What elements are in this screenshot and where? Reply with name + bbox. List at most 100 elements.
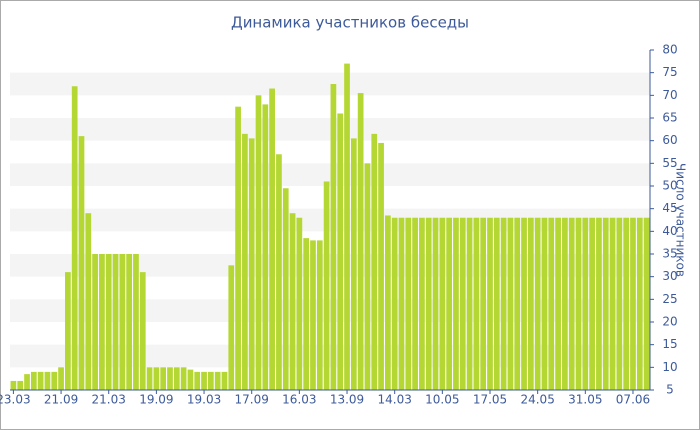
x-tick-label: 19.03 xyxy=(187,393,221,407)
bar xyxy=(303,238,310,390)
bar xyxy=(432,217,439,390)
bar xyxy=(289,213,296,390)
y-tick-label: 10 xyxy=(662,360,677,374)
bar xyxy=(446,217,453,390)
bar xyxy=(391,217,398,390)
bar xyxy=(221,371,228,390)
bar xyxy=(201,371,207,390)
y-tick-label: 15 xyxy=(662,337,677,351)
bar xyxy=(419,217,425,390)
bar xyxy=(105,254,112,390)
bar xyxy=(630,217,636,390)
bar xyxy=(71,86,78,391)
bar xyxy=(589,217,595,390)
bar xyxy=(466,217,473,390)
bar xyxy=(405,217,412,390)
bar xyxy=(180,367,187,390)
bar xyxy=(126,254,133,390)
bar xyxy=(473,217,480,390)
bar xyxy=(534,217,541,390)
y-tick-label: 65 xyxy=(662,111,677,125)
x-tick-label: 07.06 xyxy=(616,393,650,407)
bar xyxy=(371,133,378,390)
y-tick-label: 25 xyxy=(662,292,677,306)
y-tick-label: 70 xyxy=(662,88,677,102)
bar xyxy=(310,240,316,390)
x-tick-label: 10.05 xyxy=(425,393,459,407)
y-tick-label: 35 xyxy=(662,247,677,261)
bar xyxy=(173,367,180,390)
y-tick-label: 55 xyxy=(662,156,677,170)
bar xyxy=(99,254,105,390)
bar xyxy=(37,371,44,390)
bar xyxy=(207,371,214,390)
bar xyxy=(65,272,71,390)
bar xyxy=(616,217,623,390)
y-tick-label: 5 xyxy=(666,383,674,397)
bar xyxy=(330,84,337,390)
bar xyxy=(514,217,521,390)
bar xyxy=(568,217,575,390)
bar xyxy=(602,217,609,390)
bar xyxy=(160,367,167,390)
bar xyxy=(643,217,650,390)
bar xyxy=(507,217,514,390)
bar xyxy=(459,217,466,390)
bar xyxy=(562,217,568,390)
bar xyxy=(487,217,493,390)
bar xyxy=(337,113,344,390)
chart-title: Динамика участников беседы xyxy=(231,14,469,32)
bar xyxy=(146,367,153,390)
bar xyxy=(92,254,98,390)
bar xyxy=(194,371,201,390)
bar xyxy=(316,240,323,390)
bar xyxy=(364,163,371,390)
bar xyxy=(555,217,561,390)
bar xyxy=(228,265,235,390)
bar xyxy=(112,254,119,390)
bar xyxy=(344,63,350,390)
bar xyxy=(282,188,289,390)
bar xyxy=(167,367,173,390)
bar xyxy=(30,371,37,390)
bar xyxy=(51,371,58,390)
bar xyxy=(412,217,418,390)
bar xyxy=(10,380,17,390)
bar xyxy=(276,154,282,390)
x-tick-label: 31.05 xyxy=(568,393,602,407)
bar xyxy=(548,217,555,390)
bar xyxy=(527,217,534,390)
bar xyxy=(385,215,391,390)
bar xyxy=(153,367,160,390)
bar xyxy=(350,138,357,390)
bar xyxy=(323,181,330,390)
bar xyxy=(119,254,126,390)
y-tick-label: 75 xyxy=(662,65,677,79)
bar xyxy=(214,371,221,390)
bar xyxy=(44,371,51,390)
bar xyxy=(596,217,602,390)
y-tick-label: 20 xyxy=(662,315,677,329)
bar xyxy=(398,217,405,390)
bar xyxy=(187,369,194,390)
x-tick-label: 17.05 xyxy=(473,393,507,407)
bar xyxy=(575,217,582,390)
y-tick-label: 80 xyxy=(662,43,677,57)
grid-band xyxy=(10,72,650,96)
bar xyxy=(493,217,500,390)
bar xyxy=(521,217,527,390)
bar xyxy=(133,254,139,390)
bar xyxy=(480,217,487,390)
x-tick-label: 16.03 xyxy=(282,393,316,407)
x-tick-label: 14.03 xyxy=(378,393,412,407)
bar xyxy=(58,367,64,390)
bar xyxy=(262,104,269,391)
bar xyxy=(17,380,24,390)
grid-band xyxy=(10,118,650,141)
bar xyxy=(357,93,364,391)
bar xyxy=(609,217,616,390)
y-tick-label: 40 xyxy=(662,224,677,238)
bar xyxy=(85,213,92,390)
bar xyxy=(269,88,275,391)
